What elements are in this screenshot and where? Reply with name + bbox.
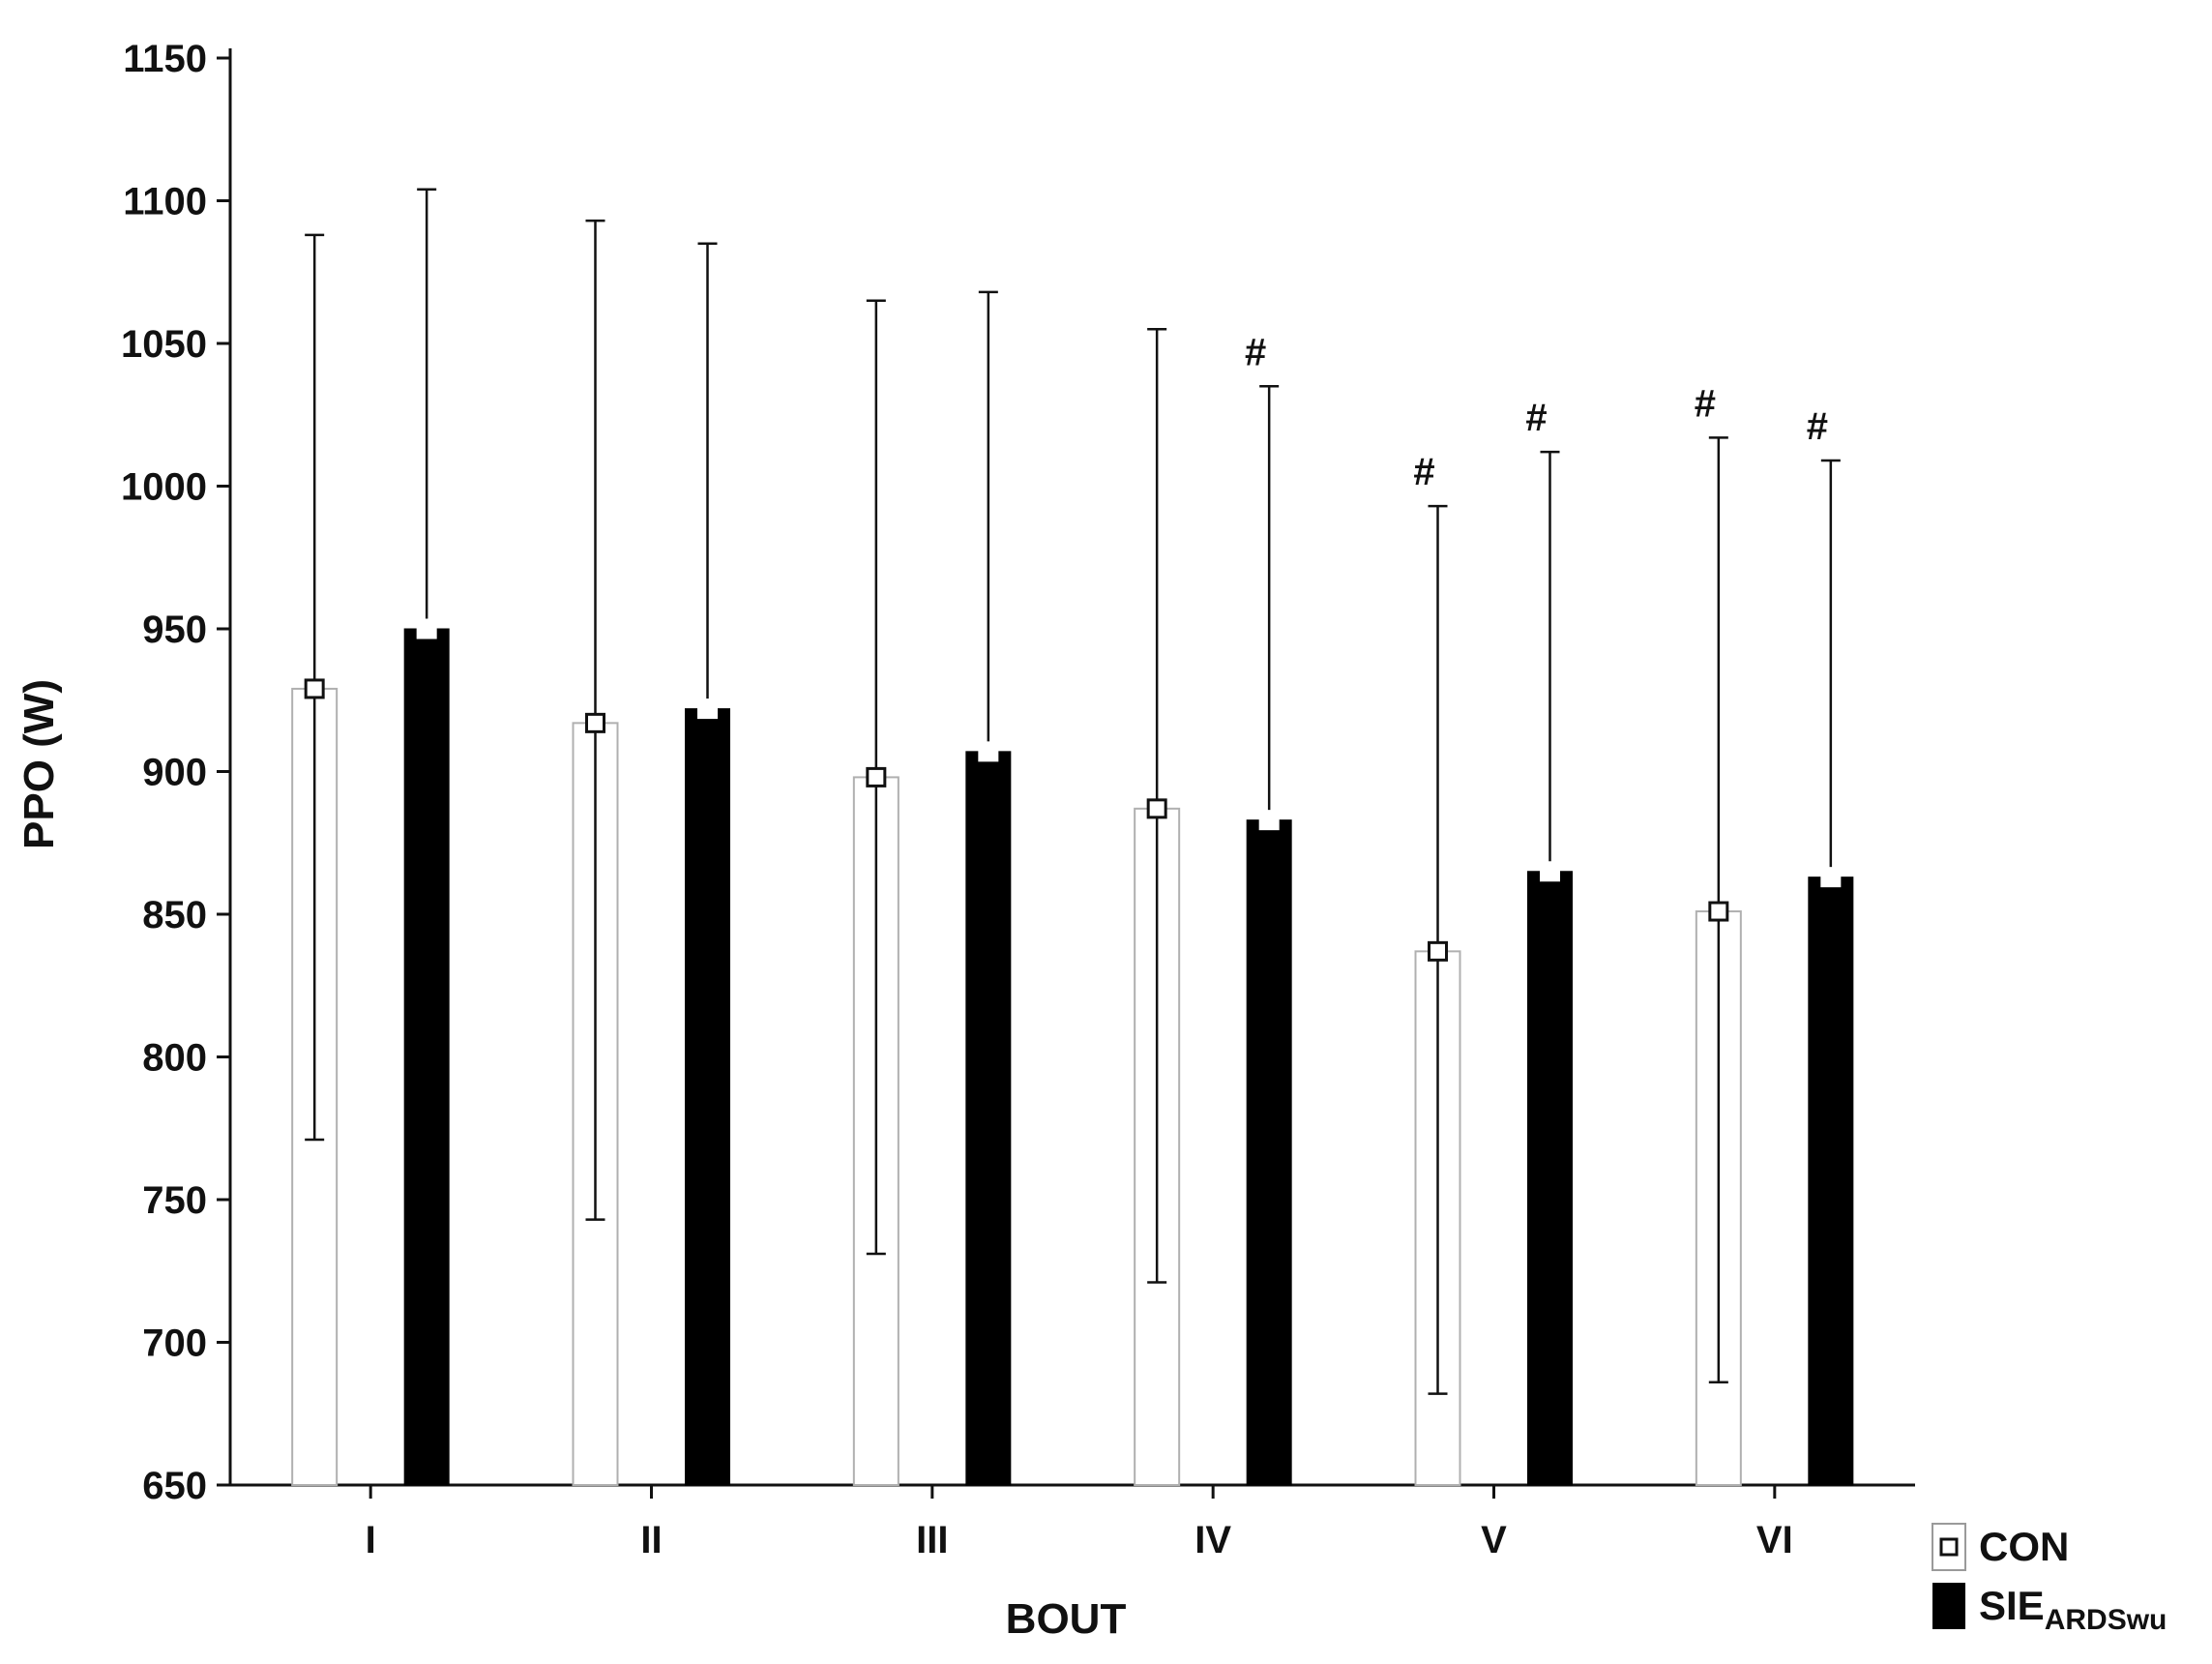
y-tick-label: 950 (142, 609, 207, 651)
y-tick-label: 1050 (121, 323, 207, 366)
mean-marker (304, 678, 325, 699)
y-tick-label: 850 (142, 894, 207, 936)
bar (685, 708, 730, 1486)
mean-marker (1708, 901, 1729, 922)
y-tick-label: 900 (142, 752, 207, 794)
x-tick-label: IV (1194, 1519, 1231, 1561)
significance-mark: # (1245, 331, 1266, 373)
significance-group: # # # # # (1245, 331, 1828, 493)
x-tick-label: II (640, 1519, 662, 1561)
legend-label-sie-main: SIE (1979, 1583, 2045, 1628)
legend-marker-con (1939, 1537, 1959, 1557)
significance-mark: # (1807, 405, 1828, 448)
mean-marker (1820, 867, 1842, 888)
legend-label-sie-sub: ARDSwu (2045, 1604, 2168, 1636)
y-axis-title: PPO (W) (15, 679, 63, 849)
mean-marker (585, 712, 605, 733)
x-tick-label: VI (1756, 1519, 1793, 1561)
legend-item-sie: SIEARDSwu (1932, 1583, 2167, 1636)
legend-item-con: CON (1932, 1523, 2069, 1571)
bar (403, 628, 450, 1486)
mean-marker-group (304, 618, 1842, 962)
x-tick-label: III (916, 1519, 948, 1561)
error-bar-group (305, 188, 1841, 1395)
bar (1808, 877, 1854, 1486)
y-tick-label: 650 (142, 1465, 207, 1507)
mean-marker (1146, 798, 1167, 819)
bar (965, 751, 1012, 1486)
mean-marker (1540, 861, 1560, 882)
x-axis: I II III IV V VI (230, 1483, 1915, 1561)
mean-marker (978, 741, 999, 762)
bar (1246, 819, 1292, 1486)
y-tick-label: 700 (142, 1322, 207, 1365)
y-tick-label: 1000 (121, 466, 207, 509)
y-tick-label: 1150 (123, 38, 207, 80)
x-tick-label: I (366, 1519, 376, 1561)
mean-marker (1428, 940, 1448, 962)
y-tick-label: 750 (142, 1179, 207, 1222)
mean-marker (1258, 810, 1280, 831)
significance-mark: # (1413, 451, 1434, 493)
legend: CON SIEARDSwu (1932, 1523, 2167, 1636)
bar-group (291, 628, 1854, 1486)
y-tick-label: 1100 (123, 181, 207, 223)
bar (1527, 871, 1573, 1486)
y-tick-label: 800 (142, 1037, 207, 1080)
mean-marker (697, 698, 718, 720)
y-axis: 650 700 750 800 850 900 950 1000 1050 1100 1150 (121, 38, 232, 1507)
significance-mark: # (1525, 397, 1547, 439)
legend-label-sie: SIEARDSwu (1979, 1583, 2167, 1636)
x-axis-title: BOUT (1006, 1595, 1127, 1643)
legend-swatch-sie (1932, 1583, 1965, 1629)
mean-marker (866, 766, 887, 787)
legend-label-con: CON (1979, 1524, 2069, 1569)
significance-mark: # (1695, 382, 1716, 425)
x-tick-label: V (1481, 1519, 1507, 1561)
mean-marker (416, 618, 437, 639)
